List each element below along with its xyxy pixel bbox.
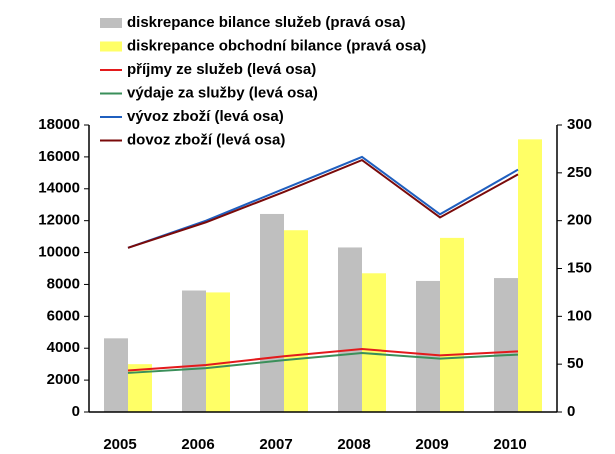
y-tick-label: 0 (72, 403, 80, 420)
bar (518, 139, 542, 412)
x-tick-label: 2005 (103, 436, 136, 453)
y-tick-label: 2000 (47, 371, 80, 388)
x-tick-label: 2008 (337, 436, 370, 453)
legend-swatch (100, 41, 122, 52)
bar (338, 247, 362, 412)
line-series (127, 158, 519, 249)
bar (416, 280, 440, 412)
y2-tick-label: 100 (567, 307, 592, 324)
bar (284, 230, 308, 412)
y-tick-label: 14000 (38, 180, 80, 197)
line-series (127, 352, 519, 374)
bar (260, 213, 284, 412)
y2-tick-label: 150 (567, 259, 592, 276)
bar (206, 292, 230, 412)
x-tick-label: 2007 (259, 436, 292, 453)
y2-tick-label: 50 (567, 355, 584, 372)
legend-label: vývoz zboží (levá osa) (127, 108, 284, 125)
line-series (127, 348, 519, 372)
y2-tick-label: 250 (567, 164, 592, 181)
bar (182, 290, 206, 412)
y-tick-label: 10000 (38, 244, 80, 261)
legend-label: diskrepance obchodní bilance (pravá osa) (127, 37, 426, 54)
bar (362, 273, 386, 412)
x-tick-label: 2006 (181, 436, 214, 453)
x-tick-label: 2009 (415, 436, 448, 453)
x-tick-label: 2010 (493, 436, 526, 453)
bar (104, 338, 128, 412)
bar (494, 278, 518, 412)
line-series (127, 155, 519, 249)
legend-label: dovoz zboží (levá osa) (127, 131, 285, 148)
legend-swatch (100, 18, 122, 28)
y2-tick-label: 0 (567, 403, 575, 420)
y-tick-label: 18000 (38, 116, 80, 133)
y-tick-label: 8000 (47, 275, 80, 292)
y2-tick-label: 200 (567, 212, 592, 229)
y-tick-label: 4000 (47, 339, 80, 356)
y2-tick-label: 300 (567, 116, 592, 133)
legend-label: výdaje za služby (levá osa) (127, 84, 318, 101)
bar (440, 237, 464, 412)
legend-label: diskrepance bilance služeb (pravá osa) (127, 14, 405, 31)
y-tick-label: 6000 (47, 307, 80, 324)
legend-label: příjmy ze služeb (levá osa) (127, 61, 316, 78)
y-tick-label: 16000 (38, 148, 80, 165)
y-tick-label: 12000 (38, 212, 80, 229)
